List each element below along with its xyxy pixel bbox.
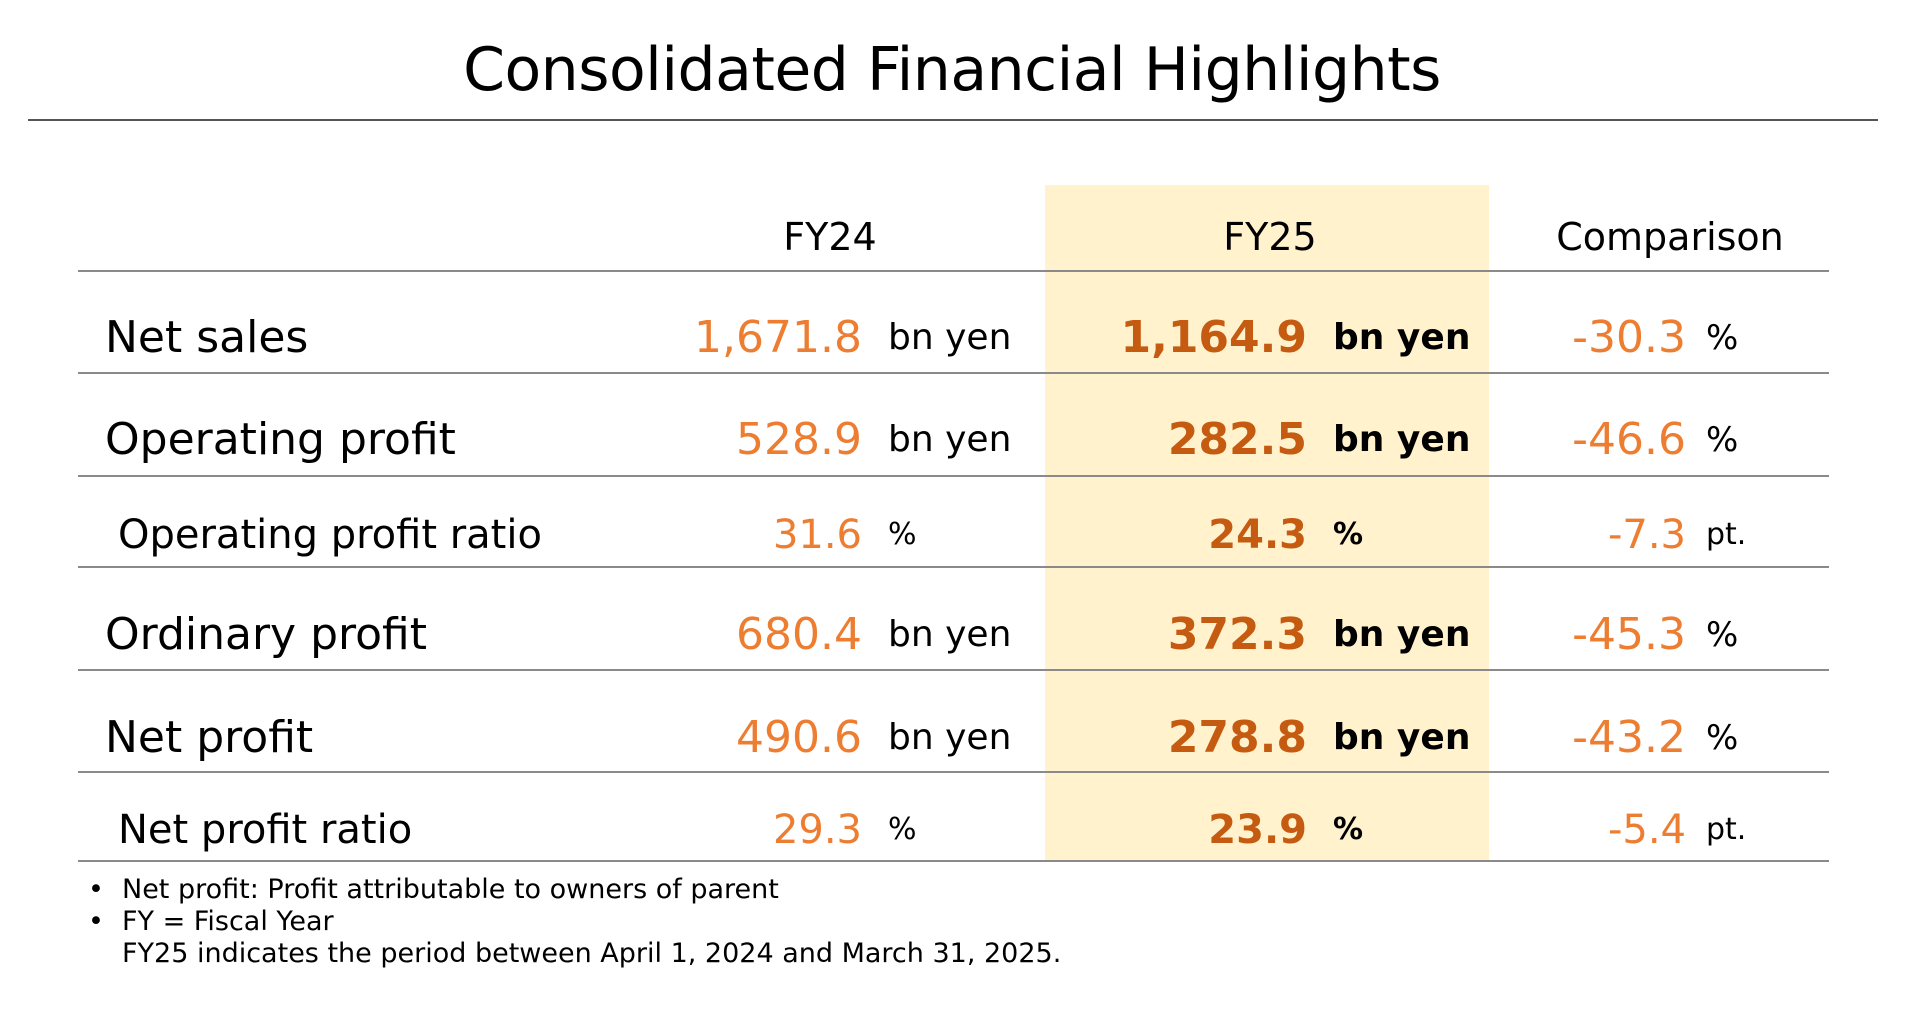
comparison-unit: % (1706, 420, 1739, 460)
header-fy25: FY25 (1223, 215, 1317, 259)
fy24-unit: bn yen (888, 614, 1012, 655)
fy25-unit: bn yen (1333, 614, 1471, 655)
comparison-value: -46.6 (1572, 414, 1686, 465)
comparison-value: -5.4 (1607, 807, 1686, 853)
footnote-text: Net profit: Profit attributable to owner… (122, 874, 779, 905)
title-divider (28, 119, 1878, 121)
bullet-icon: • (88, 874, 104, 905)
header-fy24: FY24 (783, 215, 877, 259)
fy24-value: 1,671.8 (694, 312, 862, 363)
fy24-unit: bn yen (888, 717, 1012, 758)
comparison-value: -43.2 (1572, 712, 1686, 763)
header-rule (78, 270, 1829, 272)
row-rule (78, 566, 1829, 568)
fy24-unit: % (888, 517, 917, 552)
footnote-item: • FY = Fiscal Year (88, 906, 1061, 938)
comparison-value: -30.3 (1572, 312, 1686, 363)
footnote-continuation: FY25 indicates the period between April … (88, 938, 1061, 970)
footnotes: • Net profit: Profit attributable to own… (88, 874, 1061, 970)
fy24-value: 29.3 (772, 807, 862, 853)
comparison-value: -7.3 (1607, 512, 1686, 558)
fy25-unit: % (1333, 812, 1364, 847)
row-label: Net profit (105, 712, 314, 763)
row-rule (78, 771, 1829, 773)
fy24-value: 31.6 (772, 512, 862, 558)
fy25-value: 372.3 (1167, 609, 1307, 660)
fy25-unit: bn yen (1333, 419, 1471, 460)
header-comparison: Comparison (1556, 215, 1784, 259)
footnote-text: FY25 indicates the period between April … (122, 938, 1062, 969)
row-label: Net profit ratio (118, 807, 413, 853)
comparison-unit: pt. (1706, 812, 1747, 847)
fy25-unit: bn yen (1333, 317, 1471, 358)
bullet-icon: • (88, 906, 104, 937)
comparison-unit: % (1706, 318, 1739, 358)
fy25-value: 282.5 (1167, 414, 1307, 465)
row-rule (78, 372, 1829, 374)
row-rule (78, 475, 1829, 477)
fy25-value: 23.9 (1208, 807, 1307, 853)
page-title: Consolidated Financial Highlights (463, 35, 1441, 105)
fy25-unit: % (1333, 517, 1364, 552)
comparison-unit: % (1706, 718, 1739, 758)
comparison-value: -45.3 (1572, 609, 1686, 660)
table-bottom-rule (78, 860, 1829, 862)
row-label: Operating profit (105, 414, 456, 465)
row-label: Net sales (105, 312, 309, 363)
fy25-column-highlight (1045, 185, 1489, 861)
fy24-value: 490.6 (736, 712, 862, 763)
fy25-value: 1,164.9 (1120, 312, 1307, 363)
fy25-unit: bn yen (1333, 717, 1471, 758)
fy25-value: 278.8 (1167, 712, 1307, 763)
fy24-value: 680.4 (736, 609, 862, 660)
fy24-unit: bn yen (888, 419, 1012, 460)
comparison-unit: % (1706, 615, 1739, 655)
fy24-value: 528.9 (736, 414, 862, 465)
fy24-unit: % (888, 812, 917, 847)
row-label: Operating profit ratio (118, 512, 542, 558)
footnote-text: FY = Fiscal Year (122, 906, 334, 937)
footnote-item: • Net profit: Profit attributable to own… (88, 874, 1061, 906)
fy25-value: 24.3 (1208, 512, 1307, 558)
comparison-unit: pt. (1706, 517, 1747, 552)
row-label: Ordinary profit (105, 609, 428, 660)
row-rule (78, 669, 1829, 671)
fy24-unit: bn yen (888, 317, 1012, 358)
